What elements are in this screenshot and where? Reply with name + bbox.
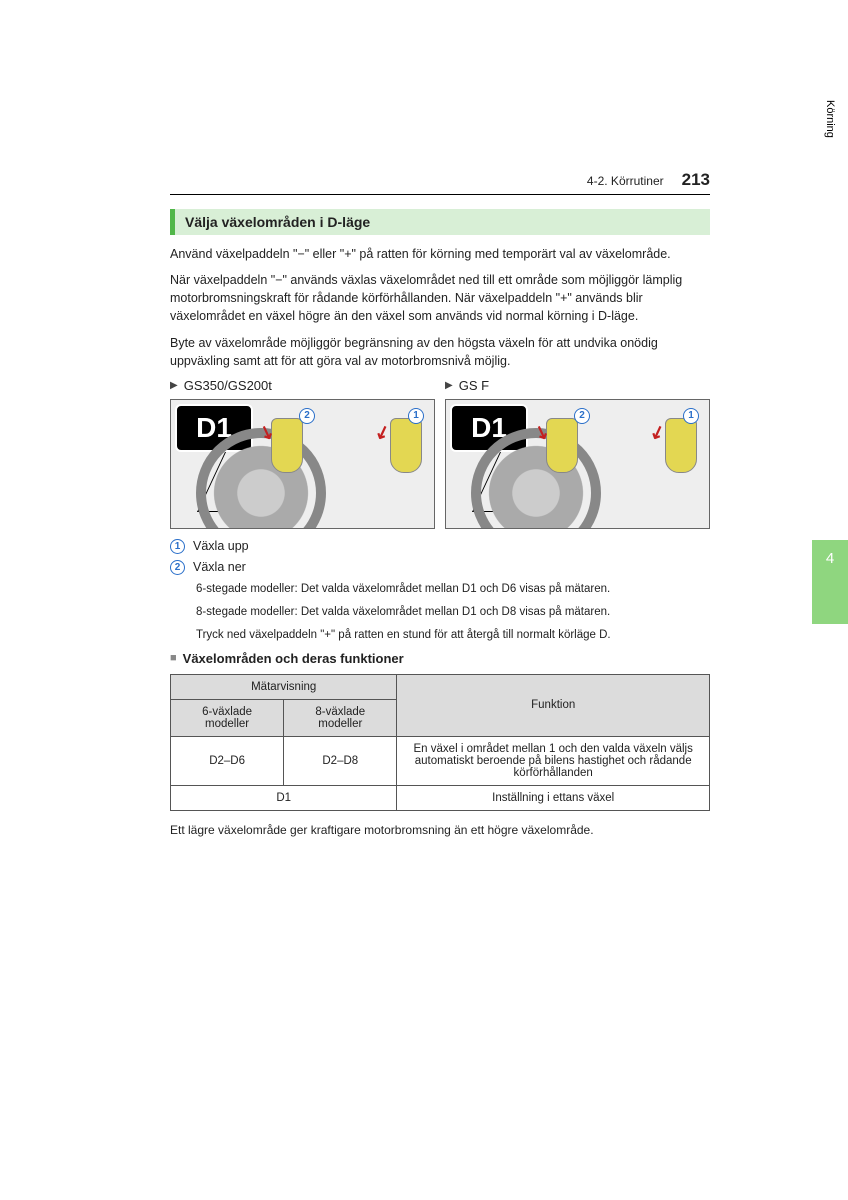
body-paragraph: Använd växelpaddeln "−" eller "+" på rat…	[170, 245, 710, 263]
function-table: Mätarvisning Funktion 6-växlade modeller…	[170, 674, 710, 811]
footer-note: Ett lägre växelområde ger kraftigare mot…	[170, 823, 710, 837]
model-label-text: GS350/GS200t	[184, 378, 272, 393]
legend-text: Växla ner	[193, 560, 246, 574]
table-header-meter: Mätarvisning	[171, 674, 397, 699]
table-header-function: Funktion	[397, 674, 710, 736]
section-title: Välja växelområden i D-läge	[170, 209, 710, 235]
body-paragraph: Byte av växelområde möjliggör begränsnin…	[170, 334, 710, 370]
table-col-6: 6-växlade modeller	[171, 699, 284, 736]
chapter-tab-label: Körning	[824, 100, 836, 138]
sub-heading: ■ Växelområden och deras funktioner	[170, 651, 710, 666]
triangle-icon: ▶	[170, 380, 178, 391]
chapter-tab: 4	[812, 540, 848, 624]
model-illustration-row: ▶ GS350/GS200t D1 ↘ ↙ 2 1 ▶ GS F D1	[170, 378, 710, 529]
note-text: Tryck ned växelpaddeln "+" på ratten en …	[196, 627, 710, 644]
table-cell: D2–D8	[284, 736, 397, 785]
legend-item: 2 Växla ner	[170, 560, 710, 575]
model-label-text: GS F	[459, 378, 489, 393]
callout-circle-2: 2	[299, 408, 315, 424]
sub-heading-text: Växelområden och deras funktioner	[183, 651, 404, 666]
paddle-right-icon	[390, 418, 422, 473]
chapter-tab-number: 4	[826, 550, 834, 567]
table-cell: En växel i området mellan 1 och den vald…	[397, 736, 710, 785]
note-text: 8-stegade modeller: Det valda växelområd…	[196, 604, 710, 621]
legend-text: Växla upp	[193, 539, 249, 553]
table-cell: Inställning i ettans växel	[397, 785, 710, 810]
callout-circle-1: 1	[408, 408, 424, 424]
table-cell: D2–D6	[171, 736, 284, 785]
callout-circle-1: 1	[683, 408, 699, 424]
square-icon: ■	[170, 652, 177, 664]
callout-circle-2: 2	[574, 408, 590, 424]
section-ref: 4-2. Körrutiner	[587, 174, 664, 188]
legend-circle-2: 2	[170, 560, 185, 575]
page-number: 213	[682, 170, 710, 190]
illustration-gs350: D1 ↘ ↙ 2 1	[170, 399, 435, 529]
legend-item: 1 Växla upp	[170, 539, 710, 554]
triangle-icon: ▶	[445, 380, 453, 391]
model-label-left: ▶ GS350/GS200t	[170, 378, 435, 393]
model-label-right: ▶ GS F	[445, 378, 710, 393]
note-text: 6-stegade modeller: Det valda växelområd…	[196, 581, 710, 598]
body-paragraph: När växelpaddeln "−" används växlas växe…	[170, 271, 710, 325]
table-cell: D1	[171, 785, 397, 810]
table-col-8: 8-växlade modeller	[284, 699, 397, 736]
illustration-gsf: D1 ↘ ↙ 2 1	[445, 399, 710, 529]
legend-circle-1: 1	[170, 539, 185, 554]
page-header: 4-2. Körrutiner 213	[170, 170, 710, 195]
paddle-right-icon	[665, 418, 697, 473]
